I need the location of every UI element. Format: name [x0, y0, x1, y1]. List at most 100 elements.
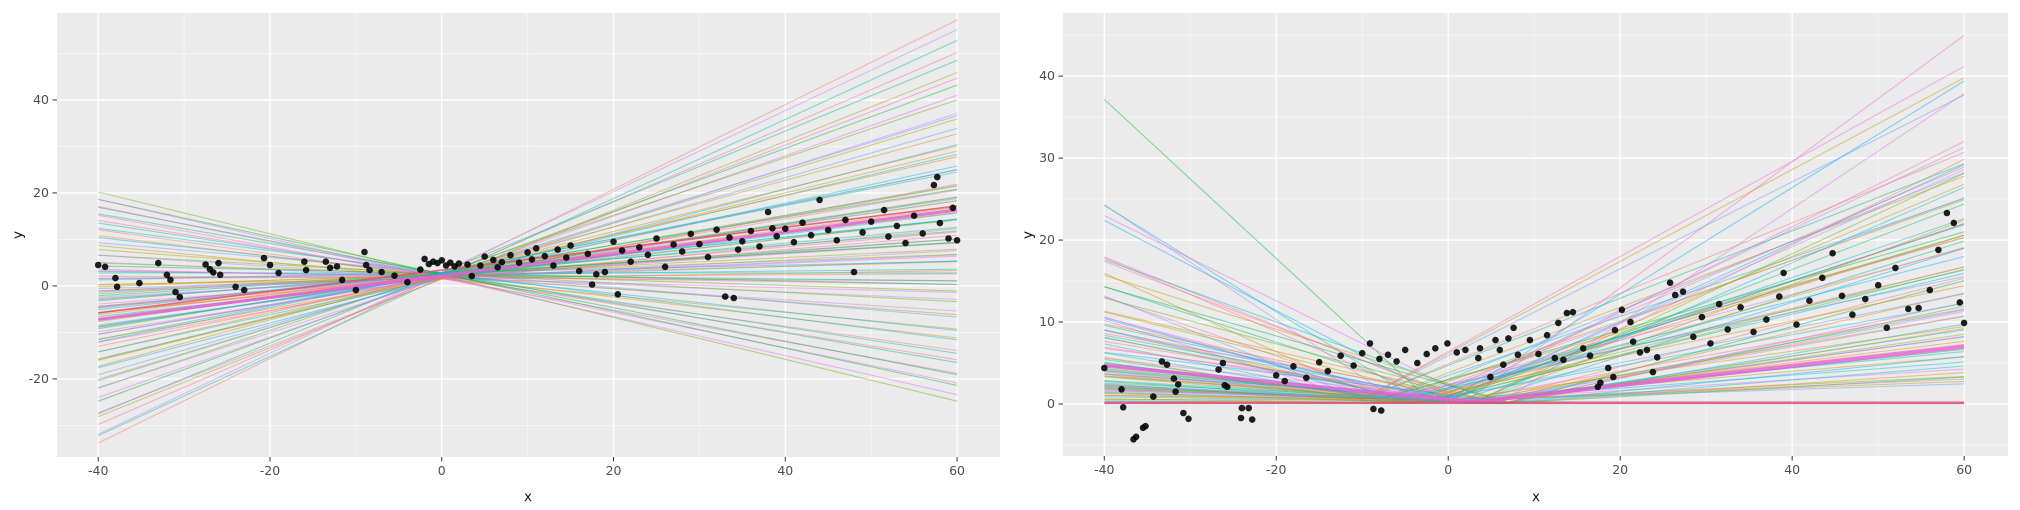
data-point: [362, 261, 370, 269]
data-point: [455, 260, 463, 267]
data-point: [1926, 286, 1934, 294]
data-point: [1272, 372, 1280, 379]
x-tick-label: 20: [606, 463, 622, 478]
data-point: [1505, 335, 1512, 342]
tick-marks: [52, 99, 958, 462]
data-point: [366, 266, 373, 274]
data-point: [1401, 346, 1409, 354]
data-point: [910, 212, 918, 219]
data-point: [885, 233, 892, 240]
data-point: [326, 264, 334, 272]
data-point: [1101, 364, 1108, 372]
grid-major: [57, 13, 1000, 457]
x-tick-label: 0: [438, 463, 446, 478]
data-point: [176, 293, 184, 301]
fit-line: [98, 248, 958, 292]
data-point: [524, 249, 531, 256]
fit-line: [98, 171, 958, 340]
y-tick-label: 0: [41, 278, 49, 293]
chart-linear-fit-ensemble: -40 -20 0 20 40 60 -20 0 20 40 x y: [10, 13, 1000, 505]
fit-line: [98, 254, 958, 312]
data-point: [528, 256, 536, 263]
data-point: [240, 286, 248, 294]
data-point: [601, 268, 609, 276]
data-point: [1604, 364, 1612, 372]
fit-line: [98, 227, 958, 341]
data-point: [1698, 313, 1706, 321]
x-axis-title: x: [1532, 489, 1540, 505]
data-point: [1492, 336, 1499, 344]
data-point: [1643, 346, 1651, 354]
data-point: [1618, 306, 1626, 314]
fit-line: [98, 255, 958, 292]
data-point: [163, 271, 171, 279]
data-point: [563, 254, 570, 261]
data-point: [764, 208, 772, 216]
fit-line: [98, 185, 958, 340]
data-point: [515, 259, 523, 267]
data-point: [859, 229, 866, 236]
fit-line: [1104, 266, 1965, 401]
fit-line: [97, 51, 958, 426]
fit-line: [98, 169, 958, 347]
fit-line: [98, 213, 958, 364]
data-point: [934, 173, 941, 181]
data-point: [824, 226, 832, 234]
data-point: [1172, 388, 1179, 396]
data-point: [880, 206, 888, 214]
data-point: [1806, 297, 1813, 305]
data-point: [94, 261, 102, 269]
fit-line: [98, 238, 958, 305]
y-tick-label: 20: [33, 185, 49, 200]
y-tick-labels: -20 0 20 40: [29, 92, 49, 386]
data-point: [893, 222, 901, 230]
data-point: [1432, 345, 1439, 352]
data-point: [593, 271, 600, 278]
data-point: [550, 262, 557, 269]
data-point: [447, 259, 454, 267]
data-point: [210, 269, 217, 276]
fit-line: [98, 242, 958, 318]
data-point: [554, 246, 561, 253]
fit-line: [97, 39, 958, 437]
fit-line: [98, 260, 958, 290]
y-tick-label: 30: [1039, 150, 1055, 165]
data-point: [266, 261, 274, 269]
fit-line: [1104, 94, 1965, 400]
data-point: [232, 283, 239, 291]
data-point: [1423, 350, 1430, 358]
data-point: [1649, 368, 1657, 376]
data-point: [1935, 246, 1942, 254]
fit-line: [98, 268, 958, 293]
data-point: [1496, 346, 1504, 354]
data-point: [1500, 361, 1507, 369]
x-tick-label: -20: [260, 463, 280, 478]
data-point: [1905, 305, 1912, 313]
data-point: [167, 276, 174, 284]
y-tick-label: -20: [29, 371, 49, 386]
data-point: [696, 240, 703, 248]
grid-minor: [1063, 13, 2008, 456]
fit-line: [98, 77, 958, 414]
fit-line: [98, 244, 958, 330]
fit-line: [98, 229, 958, 352]
fit-line: [1104, 197, 1965, 400]
data-point: [1303, 374, 1310, 382]
data-point: [614, 291, 622, 298]
data-point: [1679, 288, 1687, 296]
data-point: [661, 263, 669, 271]
data-point: [1629, 338, 1637, 346]
data-point: [172, 288, 179, 296]
data-point: [1170, 375, 1178, 382]
fit-line: [97, 19, 958, 444]
x-tick-label: -20: [1266, 462, 1286, 477]
data-point: [275, 269, 282, 277]
data-point: [636, 244, 643, 251]
y-tick-label: 10: [1039, 314, 1055, 329]
fit-line: [98, 270, 958, 286]
y-tick-label: 20: [1039, 232, 1055, 247]
x-axis-title: x: [524, 489, 532, 505]
data-point: [1377, 407, 1385, 414]
data-point: [721, 293, 729, 300]
x-tick-label: -40: [88, 463, 108, 478]
